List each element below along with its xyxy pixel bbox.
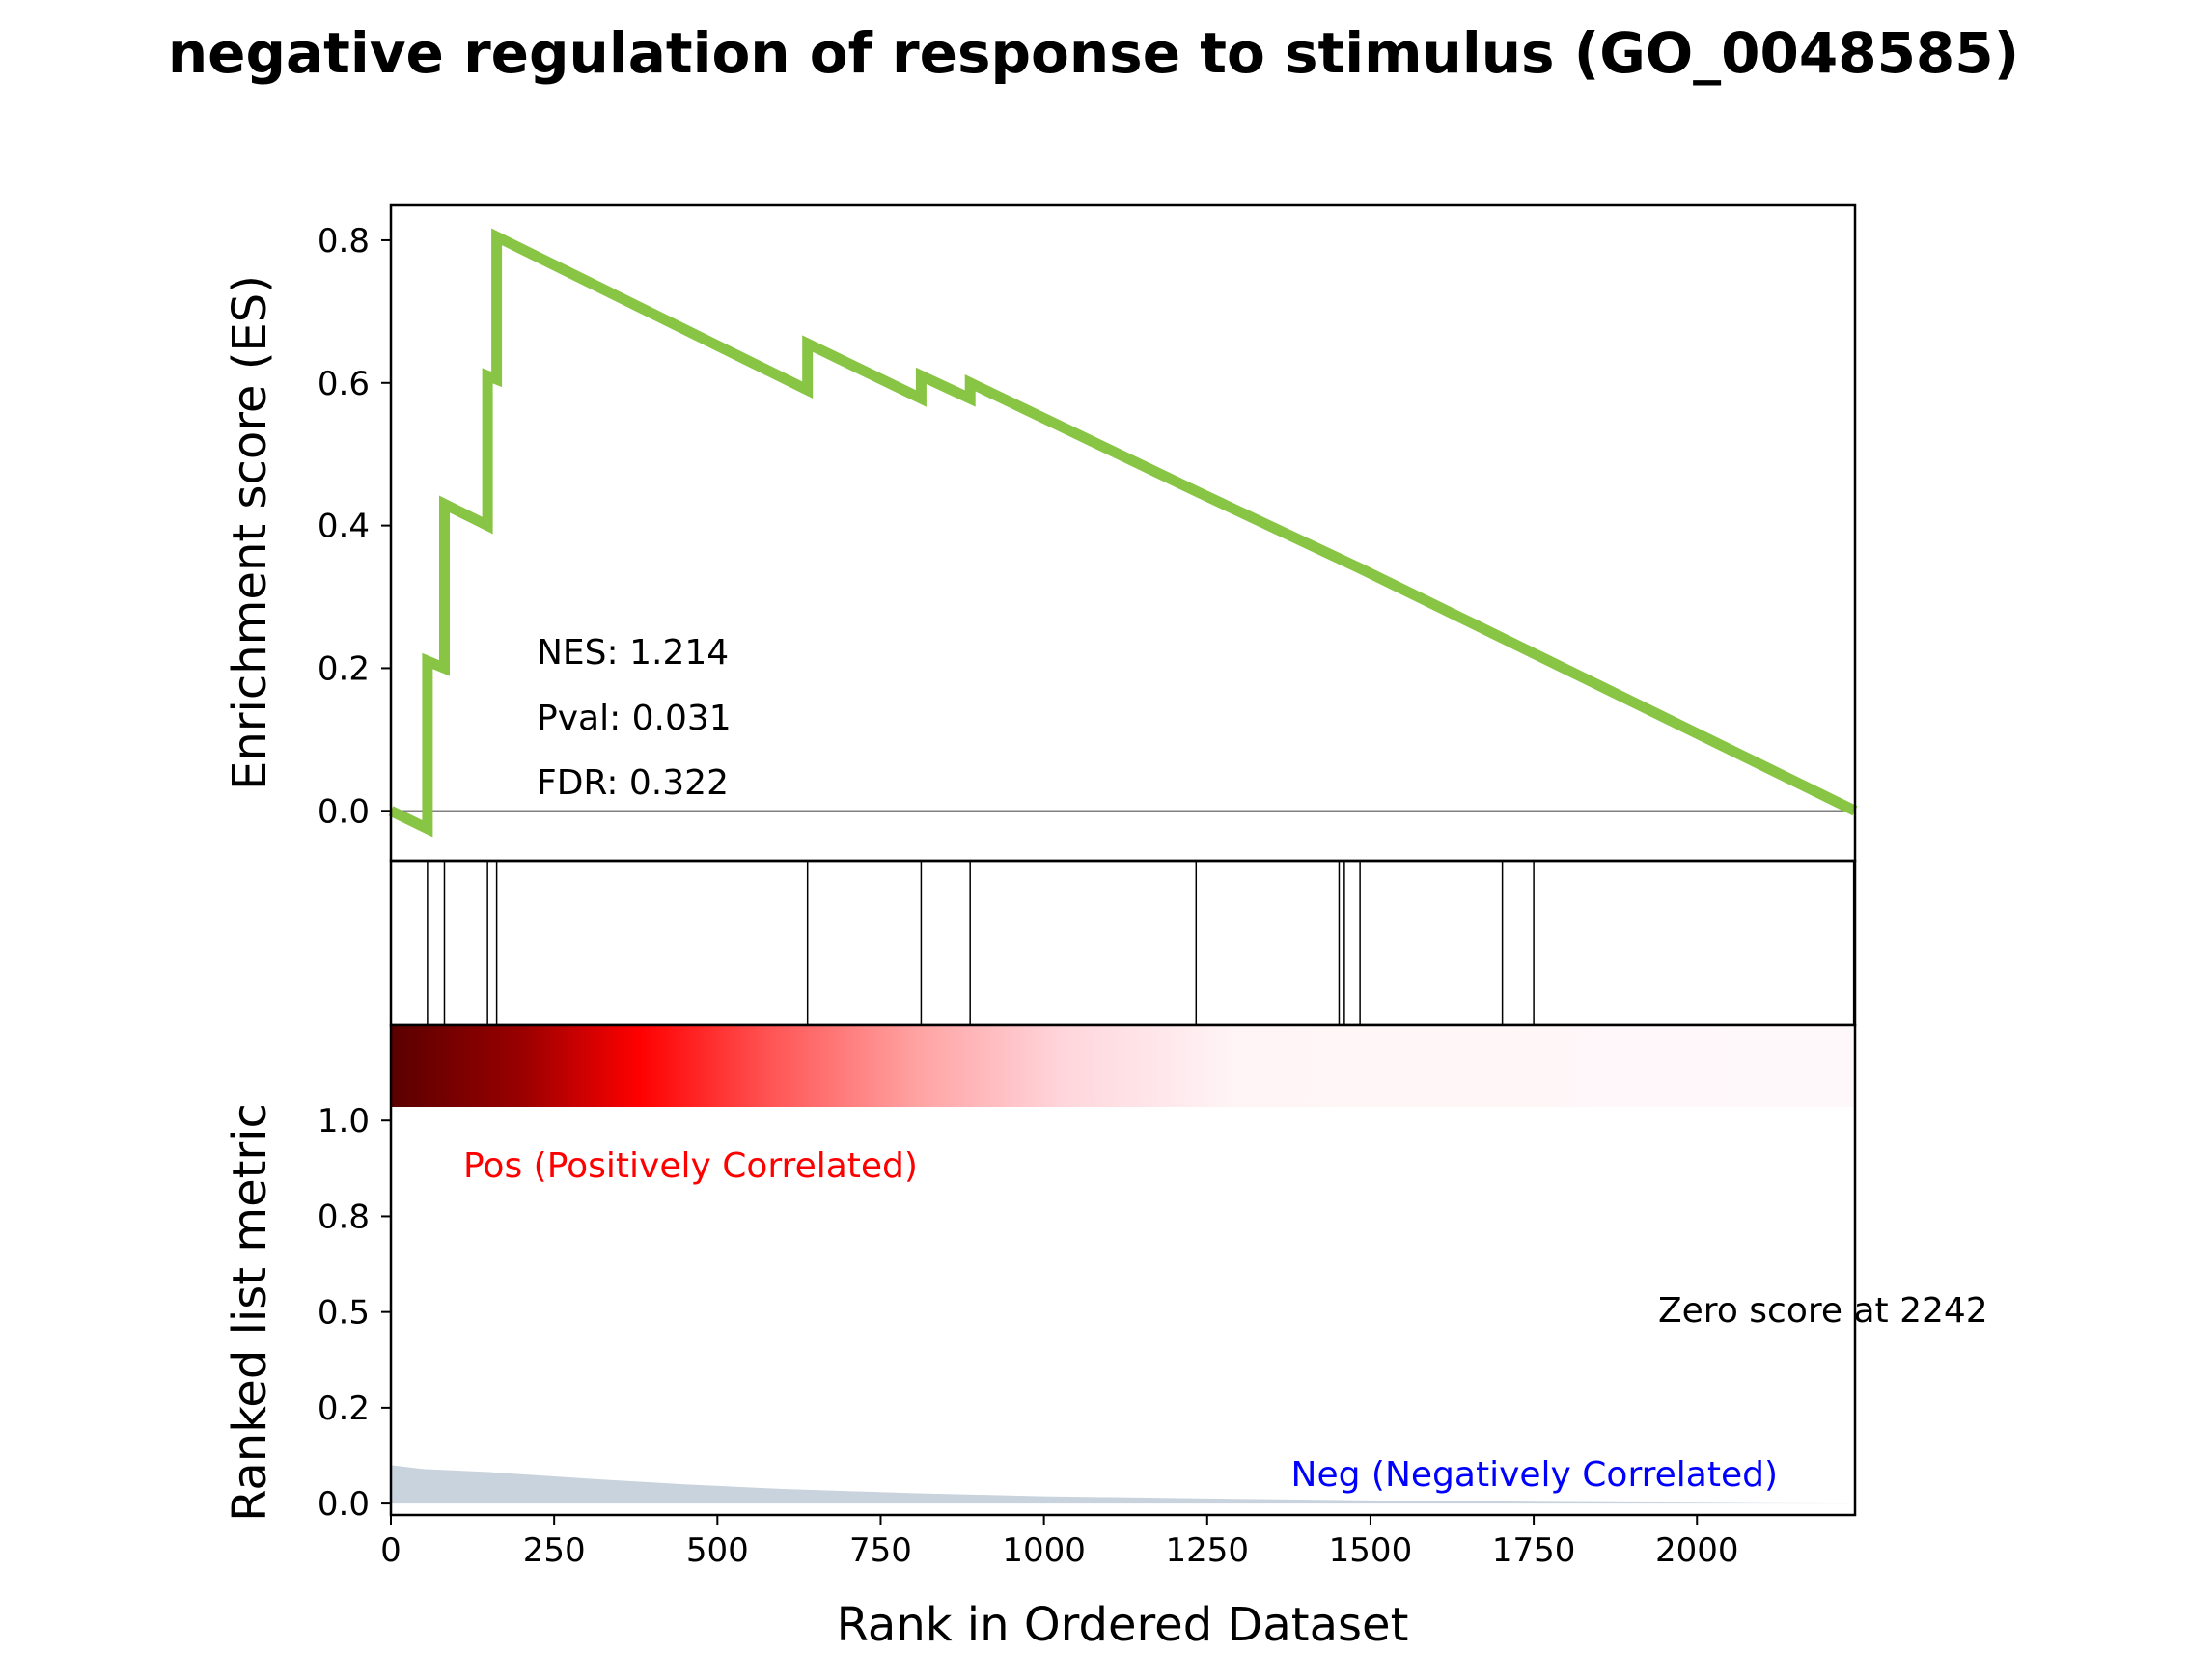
x-tick-label: 250 (523, 1531, 586, 1570)
x-axis-ticks: 0 250 500 750 1000 1250 1500 1750 2000 (380, 1515, 1739, 1570)
hit-lines (427, 861, 1855, 1025)
metric-y-tick-label: 0.2 (318, 1390, 370, 1428)
x-axis-label: Rank in Ordered Dataset (837, 1598, 1409, 1652)
metric-panel: 0.0 0.2 0.5 0.8 1.0 0 250 500 750 1000 1250 1500 17… (223, 1023, 1988, 1652)
hits-panel (389, 859, 1857, 1027)
pos-label: Pos (Positively Correlated) (463, 1146, 918, 1186)
x-tick-label: 1750 (1492, 1531, 1576, 1570)
metric-y-tick-label: 1.0 (318, 1102, 370, 1141)
es-y-tick-label: 0.6 (318, 365, 370, 403)
fdr-label: FDR: 0.322 (537, 763, 729, 803)
metric-panel-frame (389, 1023, 1857, 1517)
metric-y-tick-label: 0.5 (318, 1294, 370, 1333)
x-tick-label: 0 (380, 1531, 402, 1570)
x-tick-label: 1250 (1166, 1531, 1250, 1570)
hits-panel-frame (389, 859, 1857, 1027)
nes-label: NES: 1.214 (537, 633, 729, 673)
es-panel-frame (389, 203, 1857, 863)
x-tick-label: 1000 (1002, 1531, 1086, 1570)
chart-title: negative regulation of response to stimu… (168, 20, 2019, 86)
pval-label: Pval: 0.031 (537, 699, 732, 738)
x-tick-label: 500 (686, 1531, 749, 1570)
neg-label: Neg (Negatively Correlated) (1291, 1455, 1778, 1495)
es-y-axis-ticks: 0.0 0.2 0.4 0.6 0.8 (318, 222, 391, 831)
es-panel: 0.0 0.2 0.4 0.6 0.8 Enrichment score (ES) NE… (223, 203, 1858, 863)
zero-score-label: Zero score at 2242 (1658, 1291, 1988, 1331)
metric-y-label: Ranked list metric (223, 1103, 277, 1522)
rank-heatmap-bar (391, 1026, 1855, 1107)
es-curve (388, 228, 1858, 838)
es-y-tick-label: 0.4 (318, 508, 370, 546)
es-y-label: Enrichment score (ES) (223, 275, 277, 790)
x-tick-label: 750 (849, 1531, 912, 1570)
es-y-tick-label: 0.0 (318, 792, 370, 831)
metric-y-axis-ticks: 0.0 0.2 0.5 0.8 1.0 (318, 1102, 391, 1524)
es-y-tick-label: 0.8 (318, 222, 370, 261)
es-y-tick-label: 0.2 (318, 649, 370, 688)
metric-y-tick-label: 0.8 (318, 1198, 370, 1236)
x-tick-label: 2000 (1655, 1531, 1739, 1570)
x-tick-label: 1500 (1329, 1531, 1413, 1570)
metric-y-tick-label: 0.0 (318, 1485, 370, 1524)
metric-area (391, 1465, 1855, 1504)
